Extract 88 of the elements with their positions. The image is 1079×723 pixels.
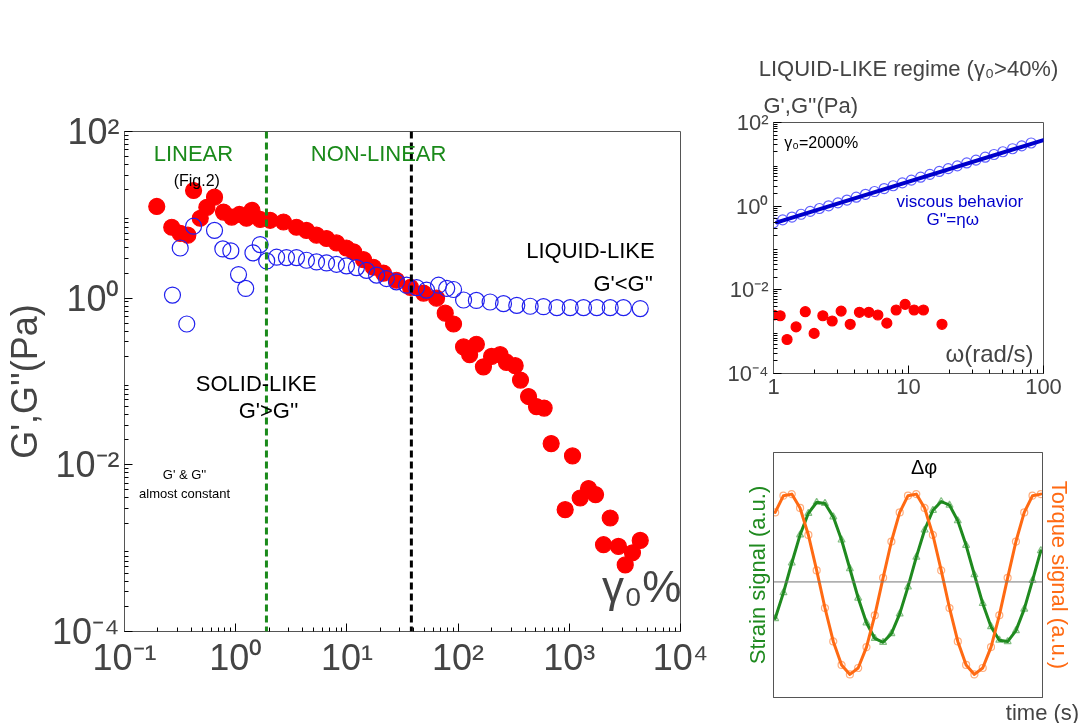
annotation: LIQUID-LIKE: [526, 238, 655, 263]
point: [795, 530, 805, 538]
y-tick-label: 10⁰: [736, 193, 769, 219]
annotation: (Fig.2): [173, 172, 220, 189]
point: [903, 582, 913, 590]
point: [804, 508, 813, 516]
point: [895, 609, 904, 617]
x-tick-label: 10³: [543, 636, 596, 678]
point: [1028, 575, 1037, 584]
y-tick-label: 10⁻²: [55, 444, 120, 486]
y-tick-label: 10⁰: [66, 277, 120, 319]
x-tick-label: 1: [767, 373, 780, 399]
point: [928, 505, 938, 513]
point: [862, 643, 871, 652]
point: [837, 535, 846, 543]
point: [953, 637, 962, 646]
annotation: viscous behavior: [896, 192, 1024, 212]
point: [779, 588, 788, 596]
point: [820, 603, 830, 613]
point: [920, 503, 929, 513]
point: [945, 603, 954, 613]
annotation: SOLID-LIKE: [195, 371, 317, 396]
point: [829, 512, 838, 520]
point: [845, 670, 854, 679]
annotation: γ₀=2000%: [784, 134, 859, 152]
point: [995, 611, 1004, 620]
point: [953, 516, 962, 524]
point: [829, 637, 838, 646]
annotation: G' & G'': [162, 467, 207, 482]
x-tick-label: 10⁴: [652, 636, 709, 678]
annotation: almost constant: [139, 486, 231, 501]
point: [787, 558, 796, 566]
point: [854, 663, 863, 673]
y2-axis-title: Torque signal (a.u.): [1046, 480, 1072, 670]
point: [912, 552, 921, 560]
point: [870, 611, 879, 620]
text: Δφ: [910, 456, 938, 479]
point: [837, 660, 846, 670]
point: [812, 566, 821, 575]
point: [937, 566, 946, 575]
point: [945, 500, 954, 508]
point: [1028, 491, 1037, 500]
point: [1020, 508, 1029, 517]
y-axis-title: G',G''(Pa): [3, 304, 45, 459]
point: [920, 525, 929, 533]
x-tick-label: 10: [896, 373, 921, 399]
point: [845, 564, 854, 572]
x-axis-title: γ₀%: [601, 562, 682, 611]
point: [986, 622, 996, 630]
point: [804, 530, 813, 540]
annotation: NON-LINEAR: [310, 141, 447, 166]
chart-title: LIQUID-LIKE regime (γ₀>40%): [758, 55, 1059, 81]
point: [962, 660, 971, 670]
y-tick-label: 10⁻⁴: [727, 361, 769, 386]
point: [878, 573, 888, 582]
point: [1011, 537, 1021, 546]
point: [903, 491, 913, 500]
annotation: G''=ηω: [926, 210, 979, 230]
x-tick-label: 10⁰: [209, 636, 263, 678]
x-tick-label: 10²: [432, 636, 485, 678]
point: [1003, 636, 1012, 645]
point: [887, 628, 896, 637]
point: [937, 496, 946, 505]
x-tick-label: 10¹: [320, 636, 373, 678]
annotation: LINEAR: [153, 141, 234, 166]
x-axis-title: ω(rad/s): [945, 339, 1034, 367]
y-axis-title: Strain signal (a.u.): [744, 485, 770, 665]
point: [1011, 626, 1021, 634]
point: [878, 637, 888, 645]
point: [887, 537, 896, 546]
point: [870, 633, 879, 642]
point: [795, 503, 805, 513]
point: [895, 508, 904, 517]
point: [978, 663, 987, 673]
point: [928, 530, 938, 540]
x-tick-label: 100: [1025, 373, 1062, 399]
point: [970, 670, 979, 679]
point: [1020, 604, 1029, 612]
y-tick-label: 10²: [67, 111, 120, 152]
point: [978, 598, 987, 607]
annotation: G'<G'': [593, 271, 654, 296]
point: [1003, 573, 1012, 582]
point: [779, 491, 788, 500]
point: [1036, 546, 1043, 554]
annotation: G'>G'': [238, 398, 299, 423]
point: [820, 498, 830, 507]
y-tick-label: 10⁻²: [729, 277, 769, 303]
point: [986, 643, 996, 652]
